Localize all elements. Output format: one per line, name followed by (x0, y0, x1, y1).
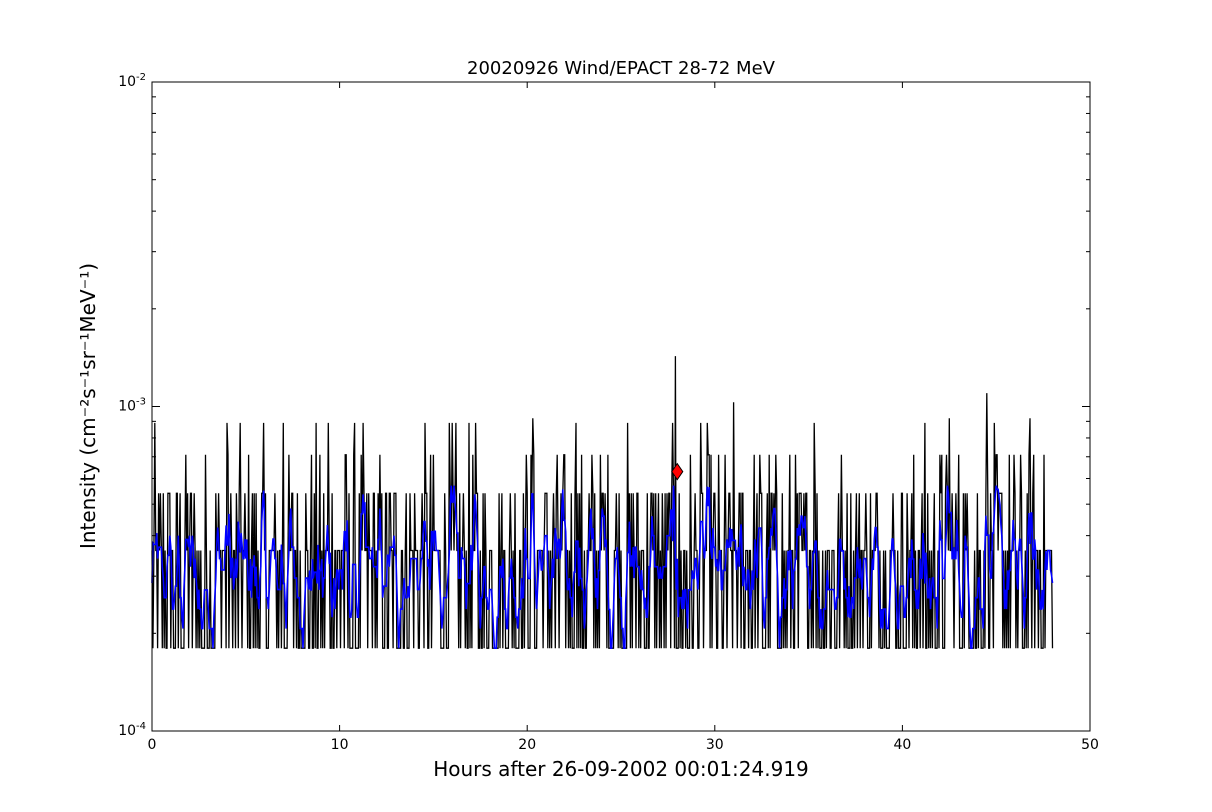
peak-marker (671, 462, 684, 481)
ticks-layer: 0 10 20 30 40 50 10-4 10-3 10-2 (118, 72, 1099, 753)
y-axis-label: Intensity (cm⁻²s⁻¹sr⁻¹MeV⁻¹) (76, 263, 100, 549)
series-layer (151, 356, 1054, 649)
x-tick-label: 30 (706, 737, 724, 753)
marker-layer (671, 462, 684, 481)
series-raw-line (151, 356, 1054, 649)
x-tick-label: 10 (331, 737, 349, 753)
x-tick-label: 50 (1081, 737, 1099, 753)
series-smoothed-line (151, 485, 1054, 649)
y-tick-label: 10-2 (118, 72, 146, 90)
chart-title: 20020926 Wind/EPACT 28-72 MeV (467, 58, 776, 79)
x-tick-label: 0 (148, 737, 157, 753)
y-tick-label: 10-4 (118, 721, 146, 739)
x-tick-label: 20 (518, 737, 536, 753)
x-tick-label: 40 (893, 737, 911, 753)
plot-frame (151, 81, 1091, 732)
x-axis-label: Hours after 26-09-2002 00:01:24.919 (433, 757, 809, 781)
y-tick-label: 10-3 (118, 397, 146, 415)
